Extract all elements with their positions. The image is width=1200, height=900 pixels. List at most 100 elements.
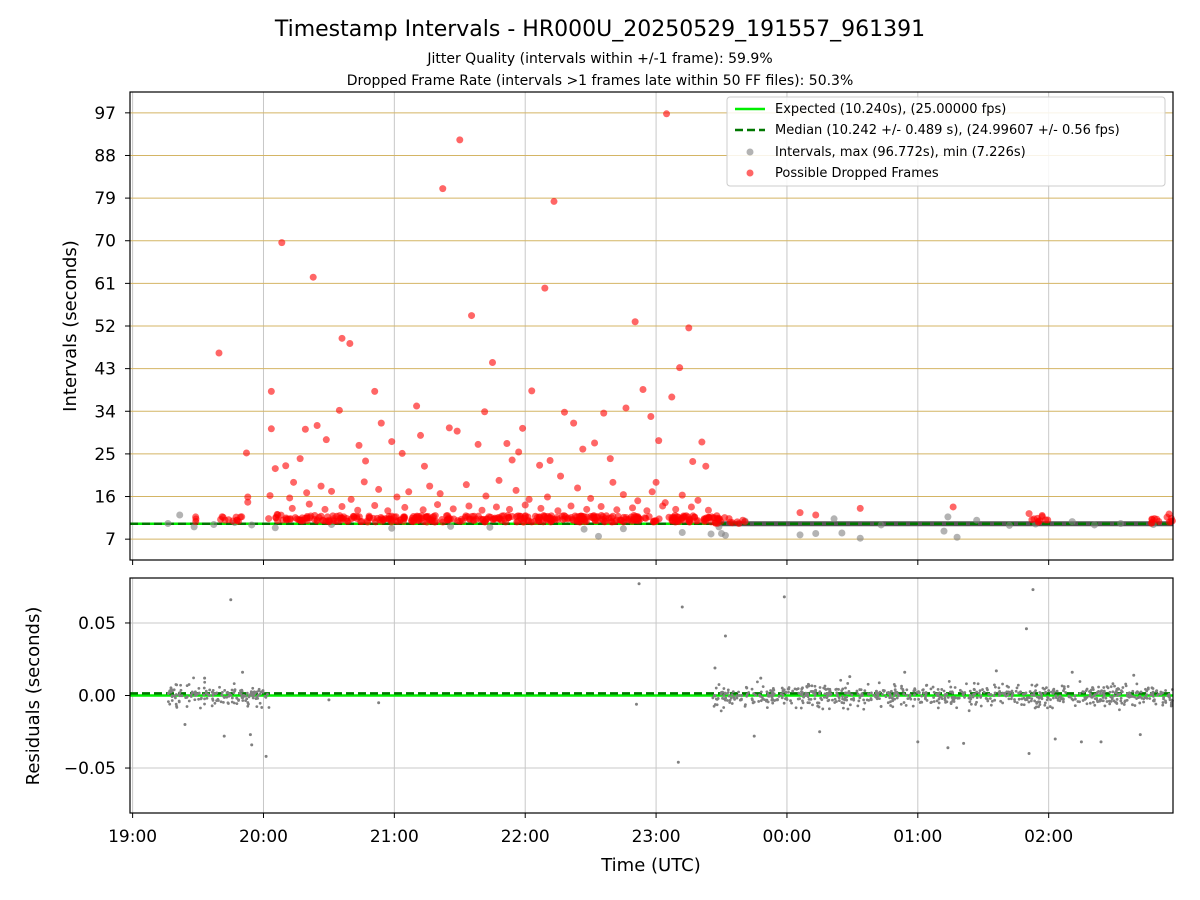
residual-point xyxy=(1093,703,1097,707)
residual-point xyxy=(735,694,739,698)
dropped-frame-point xyxy=(282,462,290,470)
residual-point xyxy=(867,692,870,696)
dropped-frame-point xyxy=(497,516,505,524)
interval-point xyxy=(944,513,952,521)
residual-point xyxy=(889,700,892,704)
dropped-frame-point xyxy=(365,514,373,522)
residual-point xyxy=(175,683,179,687)
residual-point xyxy=(813,692,817,696)
residual-point xyxy=(1119,696,1123,700)
residual-point xyxy=(1166,694,1170,698)
residual-point xyxy=(845,698,849,702)
legend-intervals-swatch xyxy=(746,148,754,156)
x-tick-label: 02:00 xyxy=(1024,827,1073,847)
dropped-frame-point xyxy=(225,516,233,524)
residual-point xyxy=(220,690,224,694)
dropped-frame-point xyxy=(420,462,428,470)
dropped-frame-point xyxy=(639,385,647,393)
dropped-frame-point xyxy=(233,516,241,524)
residual-point xyxy=(1052,687,1056,691)
residual-point xyxy=(1051,706,1054,710)
dropped-frame-point xyxy=(687,503,695,511)
dropped-frame-point xyxy=(609,512,617,520)
residual-point xyxy=(202,693,206,697)
residual-point xyxy=(800,693,804,696)
residual-point xyxy=(178,691,182,695)
dropped-frame-point xyxy=(265,515,273,523)
residual-point xyxy=(943,698,947,702)
residual-point xyxy=(1060,684,1064,688)
residual-point xyxy=(199,706,202,710)
residual-point xyxy=(206,693,210,696)
dropped-frame-point xyxy=(438,516,446,524)
residual-point xyxy=(240,689,244,693)
interval-point xyxy=(447,522,455,530)
residual-point xyxy=(754,693,757,697)
dropped-frame-point xyxy=(694,517,702,525)
residual-point xyxy=(1095,699,1099,702)
residual-point xyxy=(230,696,234,700)
interval-point xyxy=(1090,521,1098,529)
residual-point xyxy=(975,700,978,704)
dropped-frame-point xyxy=(418,514,426,522)
residual-point xyxy=(1025,696,1029,700)
residual-point xyxy=(1015,686,1019,690)
dropped-frame-point xyxy=(492,503,500,511)
residual-point xyxy=(744,703,747,707)
residual-point xyxy=(990,699,994,703)
dropped-frame-point xyxy=(215,349,223,357)
legend-box xyxy=(726,96,1166,187)
residual-point xyxy=(1019,690,1023,694)
residual-point xyxy=(240,694,244,698)
residual-point xyxy=(745,686,749,690)
residual-point xyxy=(899,702,903,706)
dropped-frame-point xyxy=(271,465,279,473)
dropped-frame-point xyxy=(652,478,660,486)
residual-point xyxy=(993,685,997,689)
dropped-frame-point xyxy=(244,498,252,506)
residual-point xyxy=(1161,701,1165,704)
residual-point xyxy=(874,691,878,695)
dropped-frame-point xyxy=(462,481,470,489)
residual-point xyxy=(722,706,726,709)
residual-point xyxy=(1131,689,1135,693)
dropped-frame-point xyxy=(393,493,401,501)
interval-point xyxy=(388,524,396,532)
residuals-y-ticks: −0.05 0.00 0.05 xyxy=(64,614,130,779)
residual-point xyxy=(720,690,723,694)
residual-point xyxy=(235,702,239,706)
residual-point xyxy=(1006,693,1010,697)
residual-point xyxy=(1020,703,1024,706)
residual-point xyxy=(213,701,217,705)
residual-point xyxy=(1035,701,1039,704)
residual-point xyxy=(978,689,982,692)
residual-point xyxy=(251,693,255,696)
residual-point xyxy=(1123,700,1127,704)
residual-point xyxy=(174,702,178,706)
residual-point xyxy=(1120,701,1124,705)
residual-point xyxy=(965,682,968,686)
residual-point xyxy=(1030,693,1034,697)
residual-point xyxy=(979,696,983,699)
residual-point xyxy=(1054,696,1058,700)
residual-point xyxy=(862,698,866,702)
residual-point xyxy=(807,683,811,687)
residual-point xyxy=(1113,684,1116,688)
residual-point xyxy=(949,702,953,706)
dropped-frame-point xyxy=(328,487,336,495)
dropped-frame-point xyxy=(388,438,396,446)
residual-point xyxy=(859,688,863,692)
residual-point xyxy=(1070,670,1074,674)
residual-point xyxy=(1155,689,1159,693)
residual-point xyxy=(769,689,772,692)
residual-point xyxy=(800,690,803,694)
residual-point xyxy=(957,696,961,700)
residual-point xyxy=(230,688,234,692)
residual-point xyxy=(993,683,996,687)
residual-point xyxy=(818,730,822,734)
residual-point xyxy=(1047,689,1051,692)
residual-point xyxy=(680,605,684,609)
dropped-frame-point xyxy=(591,439,599,447)
dropped-frame-point xyxy=(611,518,619,526)
residual-point xyxy=(781,693,785,697)
